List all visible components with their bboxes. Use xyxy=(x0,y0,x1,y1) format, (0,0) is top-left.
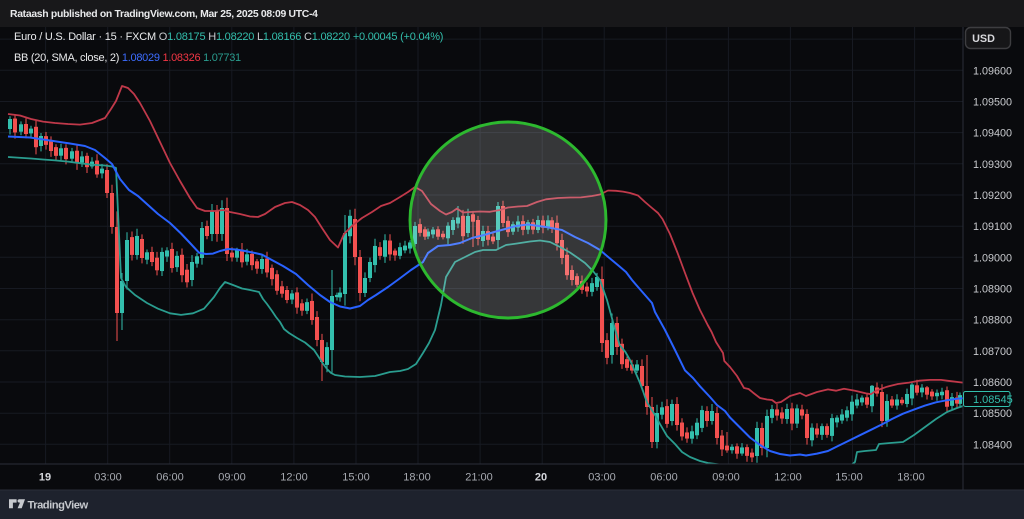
svg-text:Euro / U.S. Dollar · 15 · FXCM: Euro / U.S. Dollar · 15 · FXCM O1.08175 … xyxy=(14,31,443,43)
svg-text:1.09300: 1.09300 xyxy=(973,159,1012,171)
svg-text:Rataash published on TradingVi: Rataash published on TradingView.com, Ma… xyxy=(10,9,318,20)
svg-text:1.08400: 1.08400 xyxy=(973,439,1012,451)
svg-text:BB (20, SMA, close, 2) 1.08029: BB (20, SMA, close, 2) 1.08029 1.08326 1… xyxy=(14,52,241,64)
svg-text:21:00: 21:00 xyxy=(465,472,493,484)
svg-text:TradingView: TradingView xyxy=(28,500,89,512)
svg-text:1.08700: 1.08700 xyxy=(973,346,1012,358)
svg-text:18:00: 18:00 xyxy=(403,472,431,484)
svg-text:03:00: 03:00 xyxy=(94,472,122,484)
svg-text:12:00: 12:00 xyxy=(280,472,308,484)
svg-text:03:00: 03:00 xyxy=(588,472,616,484)
svg-text:20: 20 xyxy=(535,472,547,484)
svg-text:09:00: 09:00 xyxy=(712,472,740,484)
svg-text:1.08800: 1.08800 xyxy=(973,315,1012,327)
svg-text:1.09500: 1.09500 xyxy=(973,97,1012,109)
svg-text:1.09600: 1.09600 xyxy=(973,65,1012,77)
svg-text:12:00: 12:00 xyxy=(774,472,802,484)
svg-text:1.08900: 1.08900 xyxy=(973,284,1012,296)
svg-text:1.08545: 1.08545 xyxy=(973,394,1013,406)
svg-text:18:00: 18:00 xyxy=(897,472,925,484)
svg-text:06:00: 06:00 xyxy=(156,472,184,484)
svg-text:15:00: 15:00 xyxy=(835,472,863,484)
svg-text:1.09000: 1.09000 xyxy=(973,252,1012,264)
svg-text:15:00: 15:00 xyxy=(342,472,370,484)
svg-text:09:00: 09:00 xyxy=(218,472,246,484)
svg-text:06:00: 06:00 xyxy=(650,472,678,484)
svg-text:1.09100: 1.09100 xyxy=(973,221,1012,233)
svg-text:1.08500: 1.08500 xyxy=(973,408,1012,420)
svg-text:USD: USD xyxy=(972,33,995,45)
svg-text:1.09200: 1.09200 xyxy=(973,190,1012,202)
svg-text:1.08600: 1.08600 xyxy=(973,377,1012,389)
svg-text:19: 19 xyxy=(39,472,51,484)
svg-text:1.09400: 1.09400 xyxy=(973,128,1012,140)
